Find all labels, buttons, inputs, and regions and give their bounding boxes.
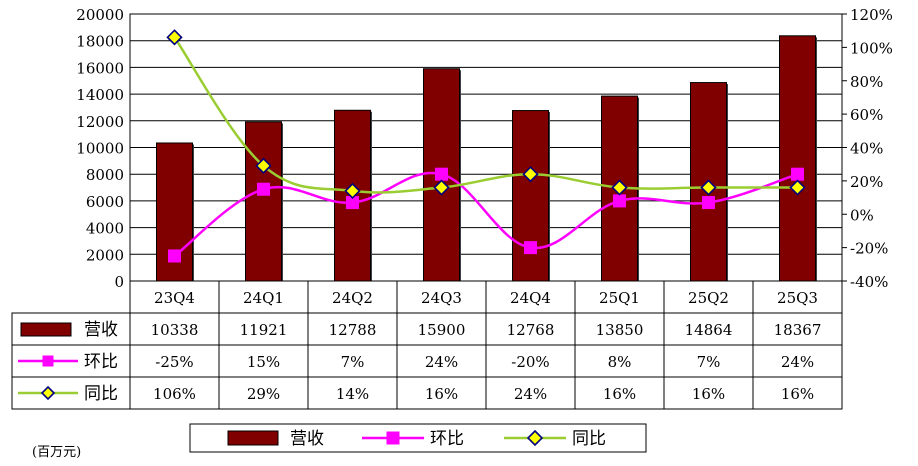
square-marker xyxy=(435,167,448,181)
table-cell: 16% xyxy=(425,385,458,403)
right-tick-label: 120% xyxy=(850,6,893,24)
axes: 0 2000 4000 6000 8000 10000 12000 14000 16000 180… xyxy=(76,6,893,291)
left-tick-label: 2000 xyxy=(86,246,124,264)
revenue-bar xyxy=(245,121,282,282)
right-tick-label: -20% xyxy=(850,240,888,258)
diamond-marker xyxy=(526,429,544,447)
right-tick-label: -40% xyxy=(850,273,888,291)
revenue-key xyxy=(20,322,72,337)
square-marker xyxy=(42,355,54,367)
square-marker xyxy=(386,431,400,445)
table-cell: 16% xyxy=(781,385,814,403)
table-cell: 24% xyxy=(781,353,814,371)
table-cell: 18367 xyxy=(774,321,822,339)
table-cell: 14864 xyxy=(685,321,733,339)
square-marker xyxy=(168,249,181,263)
table-cell: 8% xyxy=(608,353,632,371)
right-tick-label: 60% xyxy=(850,106,883,124)
table-cell: 24% xyxy=(425,353,458,371)
table-cell: 10338 xyxy=(151,321,199,339)
table-cell: 12768 xyxy=(507,321,555,339)
category-label: 23Q4 xyxy=(154,289,195,307)
table-cell: -20% xyxy=(511,353,549,371)
revenue-bar xyxy=(779,35,816,282)
diamond-marker xyxy=(700,179,717,196)
diamond-marker xyxy=(433,179,450,196)
legend-label: 营收 xyxy=(290,429,324,449)
square-marker xyxy=(791,167,804,181)
revenue-bar xyxy=(512,110,549,282)
square-marker xyxy=(702,196,715,210)
category-label: 24Q1 xyxy=(243,289,284,307)
table-cell: 16% xyxy=(692,385,725,403)
table-cell: 15% xyxy=(247,353,280,371)
left-tick-label: 20000 xyxy=(76,6,124,24)
series-name: 同比 xyxy=(84,384,118,404)
legend: 营收 环比 同比 xyxy=(189,423,647,453)
table-cell: 12788 xyxy=(329,321,377,339)
data-table: 23Q4 24Q1 24Q2 24Q3 24Q4 25Q1 25Q2 25Q3 营收 10338 1… xyxy=(11,281,843,410)
diamond-marker xyxy=(522,166,539,183)
left-tick-label: 6000 xyxy=(86,193,124,211)
table-cell: 7% xyxy=(697,353,721,371)
category-label: 25Q1 xyxy=(599,289,640,307)
table-cell: 24% xyxy=(514,385,547,403)
table-cell: 106% xyxy=(153,385,196,403)
series-name: 营收 xyxy=(84,320,118,340)
diamond-marker xyxy=(40,385,56,401)
left-tick-label: 12000 xyxy=(76,113,124,131)
left-tick-label: 18000 xyxy=(76,33,124,51)
unit-label: (百万元) xyxy=(32,445,81,460)
right-tick-label: 0% xyxy=(850,206,874,224)
left-tick-label: 10000 xyxy=(76,140,124,158)
table-cell: 16% xyxy=(603,385,636,403)
series-name: 环比 xyxy=(84,352,118,372)
diamond-marker xyxy=(255,157,272,174)
right-tick-label: 100% xyxy=(850,39,893,57)
table-cell: -25% xyxy=(155,353,193,371)
right-tick-label: 40% xyxy=(850,140,883,158)
category-label: 24Q4 xyxy=(510,289,551,307)
left-tick-label: 16000 xyxy=(76,59,124,77)
square-marker xyxy=(613,194,626,208)
diamond-marker xyxy=(166,29,183,46)
category-label: 25Q3 xyxy=(777,289,818,307)
category-label: 24Q3 xyxy=(421,289,462,307)
legend-label: 环比 xyxy=(430,429,464,449)
left-tick-label: 4000 xyxy=(86,220,124,238)
category-label: 25Q2 xyxy=(688,289,729,307)
table-cell: 29% xyxy=(247,385,280,403)
revenue-bars xyxy=(156,35,817,282)
table-cell: 13850 xyxy=(596,321,644,339)
left-tick-label: 8000 xyxy=(86,166,124,184)
growth-lines xyxy=(166,29,806,263)
diamond-marker xyxy=(789,179,806,196)
left-tick-label: 0 xyxy=(114,273,124,291)
diamond-marker xyxy=(344,182,361,200)
left-tick-label: 14000 xyxy=(76,86,124,104)
square-marker xyxy=(524,241,537,255)
qoq-line xyxy=(173,171,798,257)
right-tick-label: 20% xyxy=(850,173,883,191)
table-cell: 15900 xyxy=(418,321,466,339)
diamond-marker xyxy=(611,179,628,196)
table-cell: 11921 xyxy=(240,321,288,339)
square-marker xyxy=(257,182,270,196)
category-label: 24Q2 xyxy=(332,289,373,307)
legend-label: 同比 xyxy=(572,429,606,449)
right-tick-label: 80% xyxy=(850,73,883,91)
table-cell: 14% xyxy=(336,385,369,403)
legend-revenue-key xyxy=(227,430,279,446)
table-cell: 7% xyxy=(341,353,365,371)
